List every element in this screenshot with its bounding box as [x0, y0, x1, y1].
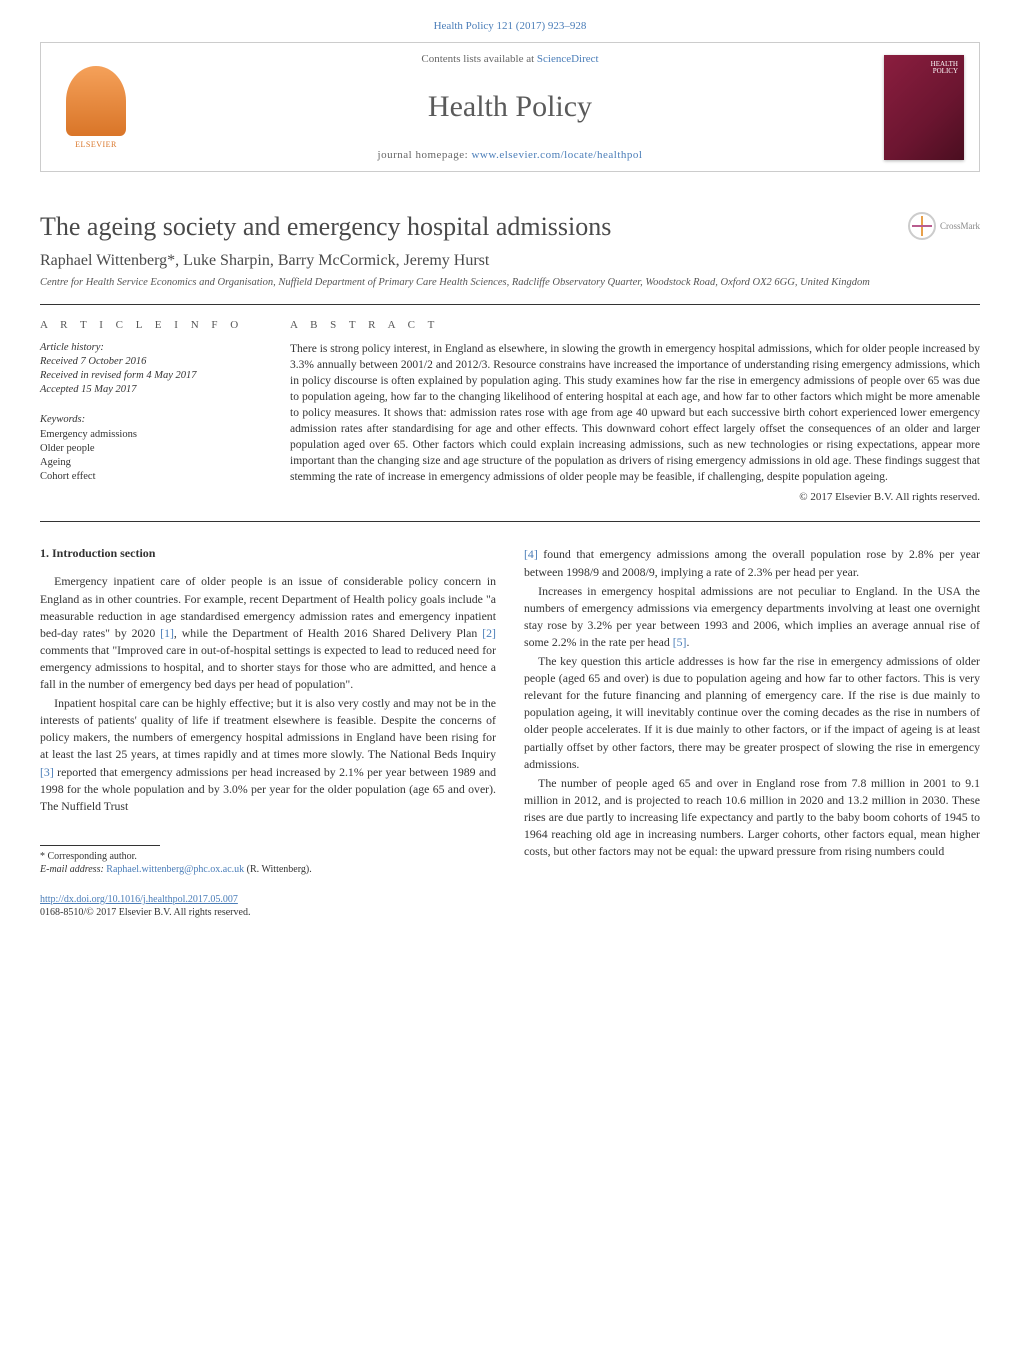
issn-copyright-line: 0168-8510/© 2017 Elsevier B.V. All right…: [40, 906, 980, 920]
keyword: Cohort effect: [40, 471, 96, 482]
doi-link[interactable]: http://dx.doi.org/10.1016/j.healthpol.20…: [40, 894, 238, 905]
article-history: Article history: Received 7 October 2016…: [40, 341, 270, 398]
journal-cover-title: HEALTHPOLICY: [931, 61, 958, 76]
citation-ref[interactable]: [3]: [40, 765, 54, 779]
corresponding-author-note: * Corresponding author. E-mail address: …: [40, 850, 496, 877]
abstract-label: A B S T R A C T: [290, 319, 980, 331]
page-footer: http://dx.doi.org/10.1016/j.healthpol.20…: [40, 893, 980, 920]
page-citation: Health Policy 121 (2017) 923–928: [0, 0, 1020, 42]
publisher-logo-cell: ELSEVIER: [41, 43, 151, 171]
elsevier-wordmark: ELSEVIER: [75, 140, 117, 149]
article-info-column: A R T I C L E I N F O Article history: R…: [40, 319, 290, 504]
journal-cover-thumb[interactable]: HEALTHPOLICY: [884, 55, 964, 160]
journal-name: Health Policy: [428, 90, 592, 124]
body-paragraph: The number of people aged 65 and over in…: [524, 775, 980, 860]
body-columns: 1. Introduction section Emergency inpati…: [40, 546, 980, 876]
rule-bottom: [40, 521, 980, 522]
sciencedirect-link[interactable]: ScienceDirect: [537, 53, 599, 65]
section-heading-intro: 1. Introduction section: [40, 546, 496, 561]
abstract-column: A B S T R A C T There is strong policy i…: [290, 319, 980, 504]
body-col-left: 1. Introduction section Emergency inpati…: [40, 546, 496, 876]
article-title: The ageing society and emergency hospita…: [40, 212, 611, 242]
elsevier-logo[interactable]: ELSEVIER: [56, 57, 136, 157]
accepted-date: Accepted 15 May 2017: [40, 384, 137, 395]
citation-ref[interactable]: [5]: [673, 635, 687, 649]
citation-ref[interactable]: [1]: [160, 626, 174, 640]
crossmark-icon: [908, 212, 936, 240]
crossmark-label: CrossMark: [940, 221, 980, 231]
journal-homepage-link[interactable]: www.elsevier.com/locate/healthpol: [471, 149, 642, 161]
journal-cover-cell: HEALTHPOLICY: [869, 43, 979, 171]
citation-ref[interactable]: [4]: [524, 547, 538, 561]
citation-ref[interactable]: [2]: [482, 626, 496, 640]
footnote-rule: [40, 845, 160, 846]
body-paragraph: Emergency inpatient care of older people…: [40, 573, 496, 693]
keyword: Emergency admissions: [40, 429, 137, 440]
received-date: Received 7 October 2016: [40, 356, 146, 367]
journal-header-box: ELSEVIER Contents lists available at Sci…: [40, 42, 980, 172]
email-label: E-mail address:: [40, 864, 106, 875]
keyword: Ageing: [40, 457, 71, 468]
revised-date: Received in revised form 4 May 2017: [40, 370, 196, 381]
abstract-copyright: © 2017 Elsevier B.V. All rights reserved…: [290, 491, 980, 503]
contents-prefix: Contents lists available at: [421, 53, 536, 65]
info-abstract-row: A R T I C L E I N F O Article history: R…: [40, 305, 980, 522]
journal-header-center: Contents lists available at ScienceDirec…: [151, 43, 869, 171]
affiliation: Centre for Health Service Economics and …: [40, 276, 980, 290]
contents-available-line: Contents lists available at ScienceDirec…: [421, 53, 598, 65]
keyword: Older people: [40, 443, 95, 454]
corr-author-label: * Corresponding author.: [40, 850, 496, 864]
history-header: Article history:: [40, 341, 270, 355]
body-col-right: [4] found that emergency admissions amon…: [524, 546, 980, 876]
body-paragraph: [4] found that emergency admissions amon…: [524, 546, 980, 580]
homepage-prefix: journal homepage:: [378, 149, 472, 161]
keywords-block: Keywords: Emergency admissions Older peo…: [40, 413, 270, 484]
author-email-link[interactable]: Raphael.wittenberg@phc.ox.ac.uk: [106, 864, 244, 875]
authors-line: Raphael Wittenberg*, Luke Sharpin, Barry…: [40, 252, 980, 270]
keywords-header: Keywords:: [40, 413, 270, 427]
article-info-label: A R T I C L E I N F O: [40, 319, 270, 331]
journal-homepage-line: journal homepage: www.elsevier.com/locat…: [378, 149, 643, 161]
email-suffix: (R. Wittenberg).: [244, 864, 312, 875]
abstract-text: There is strong policy interest, in Engl…: [290, 341, 980, 486]
body-paragraph: The key question this article addresses …: [524, 653, 980, 773]
crossmark-badge[interactable]: CrossMark: [908, 212, 980, 240]
elsevier-tree-icon: [66, 66, 126, 136]
body-paragraph: Increases in emergency hospital admissio…: [524, 583, 980, 651]
body-paragraph: Inpatient hospital care can be highly ef…: [40, 695, 496, 815]
